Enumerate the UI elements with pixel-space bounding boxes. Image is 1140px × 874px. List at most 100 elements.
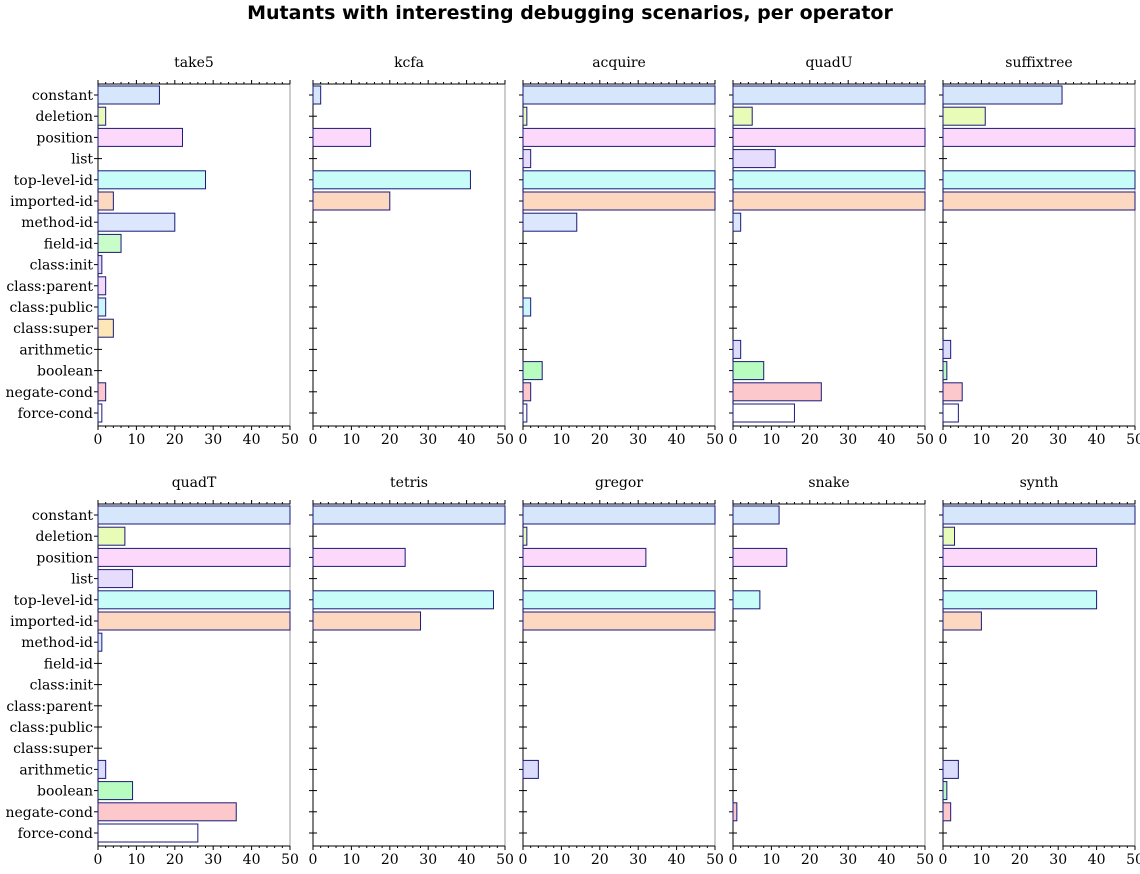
bar-tetris-constant [312, 505, 506, 525]
x-tick-label: 0 [939, 852, 948, 868]
x-tick-label: 40 [668, 852, 686, 868]
category-label-top-level-id: top-level-id [14, 593, 93, 609]
category-label-method-id: method-id [21, 215, 93, 231]
category-label-class:public: class:public [10, 720, 94, 736]
bar-take5-class:parent [97, 276, 107, 296]
category-label-class:init: class:init [30, 678, 94, 694]
x-tick-label: 20 [166, 852, 184, 868]
bar-suffixtree-arithmetic [942, 339, 952, 359]
category-label-position: position [36, 550, 93, 566]
bar-acquire-negate-cond [522, 382, 532, 402]
bar-quadU-list [732, 149, 776, 169]
bar-synth-imported-id [942, 611, 982, 631]
bar-quadU-constant [732, 85, 926, 105]
x-tick-label: 10 [552, 852, 570, 868]
bar-quadT-constant [97, 505, 291, 525]
bar-gregor-deletion [522, 526, 528, 546]
x-tick-label: 10 [972, 432, 990, 448]
x-tick-label: 20 [591, 432, 609, 448]
category-label-boolean: boolean [37, 364, 93, 380]
x-tick-label: 40 [458, 852, 476, 868]
category-label-class:public: class:public [10, 300, 94, 316]
bar-take5-constant [97, 85, 160, 105]
category-label-deletion: deletion [35, 529, 93, 545]
chart-title: Mutants with interesting debugging scena… [247, 2, 893, 24]
x-tick-label: 20 [801, 852, 819, 868]
category-label-class:super: class:super [13, 741, 93, 757]
category-label-field-id: field-id [44, 656, 93, 672]
x-tick-label: 20 [381, 432, 399, 448]
panel-title-quadU: quadU [805, 55, 852, 71]
x-tick-label: 50 [281, 852, 299, 868]
bar-take5-negate-cond [97, 382, 107, 402]
x-tick-label: 10 [127, 432, 145, 448]
bar-suffixtree-imported-id [942, 191, 1136, 211]
x-tick-label: 50 [281, 432, 299, 448]
bar-suffixtree-constant [942, 85, 1063, 105]
bar-synth-top-level-id [942, 590, 1098, 610]
x-tick-label: 50 [496, 432, 514, 448]
bar-quadT-method-id [97, 632, 103, 652]
bar-snake-position [732, 547, 788, 567]
x-tick-label: 30 [1049, 432, 1067, 448]
bar-synth-deletion [942, 526, 956, 546]
x-tick-label: 10 [762, 432, 780, 448]
x-tick-label: 20 [801, 432, 819, 448]
category-label-position: position [36, 130, 93, 146]
category-label-list: list [71, 572, 93, 588]
x-tick-label: 50 [916, 852, 934, 868]
bar-take5-class:public [97, 297, 107, 317]
bar-synth-constant [942, 505, 1136, 525]
x-tick-label: 40 [243, 432, 261, 448]
x-tick-label: 40 [1088, 432, 1106, 448]
x-tick-label: 20 [1011, 852, 1029, 868]
category-label-class:init: class:init [30, 258, 94, 274]
x-tick-label: 0 [94, 852, 103, 868]
bar-acquire-imported-id [522, 191, 716, 211]
bar-snake-top-level-id [732, 590, 761, 610]
bar-quadU-force-cond [732, 403, 795, 423]
x-tick-label: 0 [519, 432, 528, 448]
bar-acquire-top-level-id [522, 170, 716, 190]
bar-synth-negate-cond [942, 802, 952, 822]
x-tick-label: 20 [591, 852, 609, 868]
bar-quadT-imported-id [97, 611, 291, 631]
bar-take5-class:init [97, 255, 103, 275]
x-tick-label: 50 [1126, 432, 1140, 448]
bar-quadU-negate-cond [732, 382, 822, 402]
x-tick-label: 0 [309, 852, 318, 868]
bar-quadU-position [732, 127, 926, 147]
bar-suffixtree-deletion [942, 106, 986, 126]
bar-quadT-boolean [97, 781, 134, 801]
x-tick-label: 0 [729, 852, 738, 868]
bar-quadT-negate-cond [97, 802, 237, 822]
category-label-boolean: boolean [37, 784, 93, 800]
bar-acquire-method-id [522, 212, 578, 232]
x-tick-label: 50 [706, 852, 724, 868]
x-tick-label: 30 [204, 432, 222, 448]
bar-gregor-arithmetic [522, 759, 539, 779]
x-tick-label: 10 [762, 852, 780, 868]
x-tick-label: 20 [1011, 432, 1029, 448]
bar-kcfa-top-level-id [312, 170, 471, 190]
bar-snake-negate-cond [732, 802, 738, 822]
bar-acquire-force-cond [522, 403, 528, 423]
category-label-class:parent: class:parent [6, 699, 93, 715]
category-label-force-cond: force-cond [18, 826, 93, 842]
x-tick-label: 50 [916, 432, 934, 448]
category-label-arithmetic: arithmetic [19, 762, 93, 778]
x-tick-label: 30 [629, 852, 647, 868]
bar-gregor-position [522, 547, 647, 567]
bar-quadU-method-id [732, 212, 742, 232]
x-tick-label: 0 [729, 432, 738, 448]
bar-quadU-boolean [732, 361, 765, 381]
bar-take5-force-cond [97, 403, 103, 423]
category-label-field-id: field-id [44, 236, 93, 252]
bar-suffixtree-top-level-id [942, 170, 1136, 190]
bar-take5-position [97, 127, 183, 147]
x-tick-label: 30 [1049, 852, 1067, 868]
bar-take5-method-id [97, 212, 176, 232]
x-tick-label: 30 [629, 432, 647, 448]
bar-quadU-deletion [732, 106, 753, 126]
